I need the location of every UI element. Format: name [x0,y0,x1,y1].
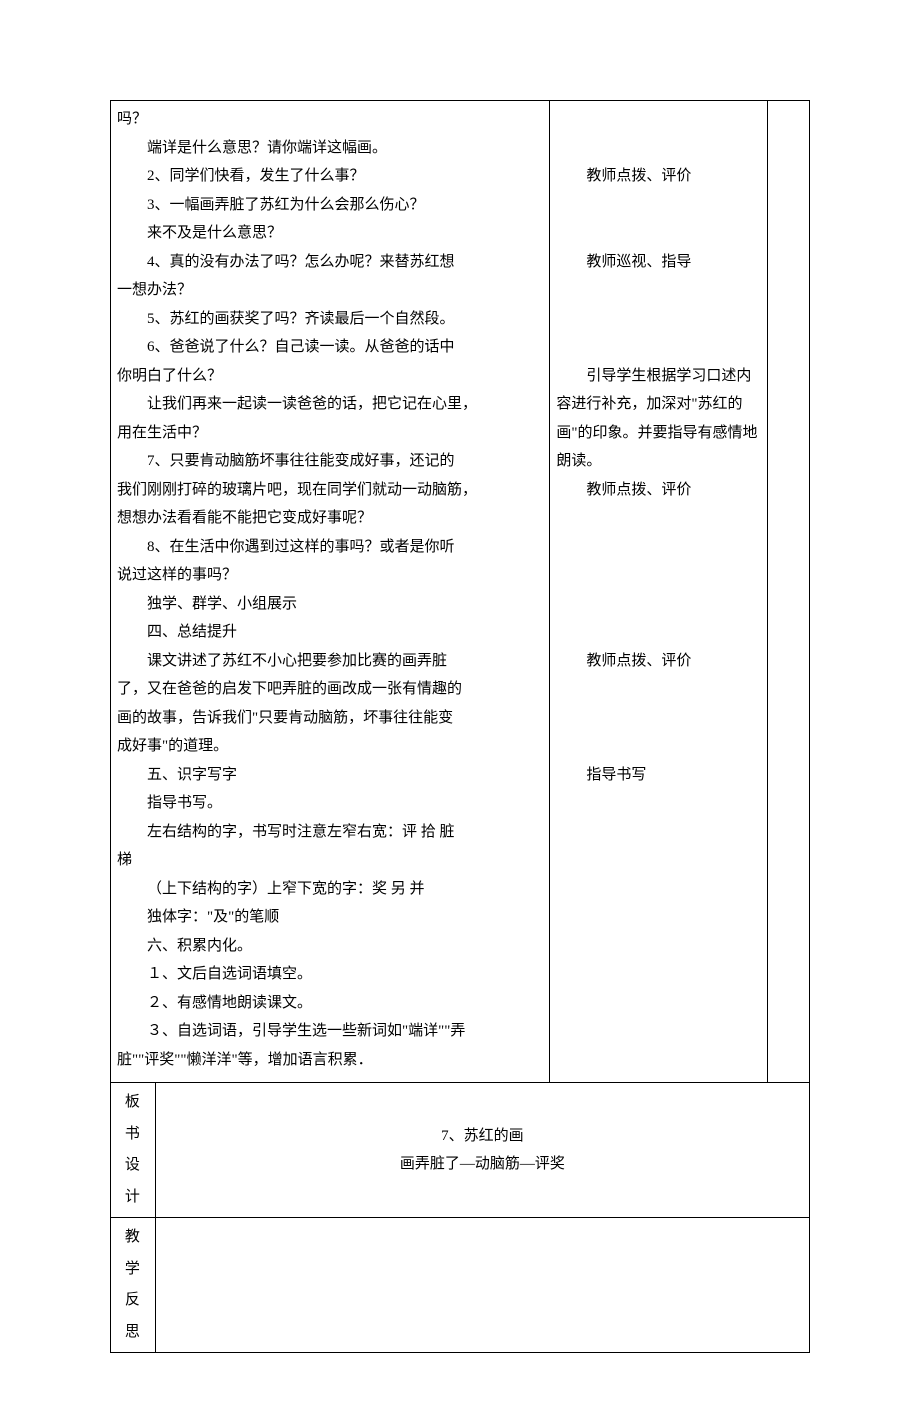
lesson-line: 2、同学们快看，发生了什么事？ [117,162,543,191]
spacer [556,191,761,248]
teacher-note: 指导书写 [556,761,761,790]
lesson-line: 独体字："及"的笔顺 [117,903,543,932]
page: 吗？端详是什么意思？请你端详这幅画。2、同学们快看，发生了什么事？3、一幅画弄脏… [0,0,920,1413]
lesson-line: 独学、群学、小组展示 [117,590,543,619]
lesson-line: 左右结构的字，书写时注意左窄右宽：评 拾 脏 [117,818,543,847]
lesson-line: 我们刚刚打碎的玻璃片吧，现在同学们就动一动脑筋， [117,476,543,505]
lesson-row: 吗？端详是什么意思？请你端详这幅画。2、同学们快看，发生了什么事？3、一幅画弄脏… [111,101,810,1083]
vlabel-char: 学 [117,1254,149,1286]
lesson-line: 7、只要肯动脑筋坏事往往能变成好事，还记的 [117,447,543,476]
teacher-note: 教师点拨、评价 [556,162,761,191]
lesson-table: 吗？端详是什么意思？请你端详这幅画。2、同学们快看，发生了什么事？3、一幅画弄脏… [110,100,810,1353]
spacer [556,504,761,647]
vlabel-char: 书 [117,1119,149,1151]
vlabel-char: 反 [117,1285,149,1317]
lesson-line: 用在生活中？ [117,419,543,448]
lesson-line: 来不及是什么意思？ [117,219,543,248]
lesson-line: 六、积累内化。 [117,932,543,961]
lesson-line: 端详是什么意思？请你端详这幅画。 [117,134,543,163]
teacher-note: 教师巡视、指导 [556,248,761,277]
lesson-line: 了，又在爸爸的启发下吧弄脏的画改成一张有情趣的 [117,675,543,704]
lesson-line: （上下结构的字）上窄下宽的字：奖 另 并 [117,875,543,904]
board-content-cell: 7、苏红的画 画弄脏了—动脑筋—评奖 [155,1083,809,1218]
teacher-note: 教师点拨、评价 [556,647,761,676]
lesson-line: 画的故事，告诉我们"只要肯动脑筋，坏事往往能变 [117,704,543,733]
spacer [556,276,761,362]
lesson-line: 4、真的没有办法了吗？怎么办呢？来替苏红想 [117,248,543,277]
lesson-line: 成好事"的道理。 [117,732,543,761]
vlabel-char: 思 [117,1317,149,1349]
lesson-line: 吗？ [117,105,543,134]
lesson-line: 8、在生活中你遇到过这样的事吗？或者是你听 [117,533,543,562]
lesson-line: 一想办法？ [117,276,543,305]
spacer [556,105,761,162]
lesson-line: 想想办法看看能不能把它变成好事呢？ [117,504,543,533]
vlabel-char: 教 [117,1222,149,1254]
lesson-line: 3、一幅画弄脏了苏红为什么会那么伤心？ [117,191,543,220]
vlabel-char: 计 [117,1182,149,1214]
lesson-line: 梯 [117,846,543,875]
board-line: 画弄脏了—动脑筋—评奖 [162,1150,803,1179]
lesson-line: 四、总结提升 [117,618,543,647]
lesson-line: １、文后自选词语填空。 [117,960,543,989]
vlabel-char: 板 [117,1087,149,1119]
teacher-note: 引导学生根据学习口述内容进行补充，加深对"苏红的画"的印象。并要指导有感情地朗读… [556,362,761,476]
lesson-line: 五、识字写字 [117,761,543,790]
lesson-left-cell: 吗？端详是什么意思？请你端详这幅画。2、同学们快看，发生了什么事？3、一幅画弄脏… [111,101,550,1083]
spacer [556,675,761,761]
lesson-far-right-cell [768,101,810,1083]
board-title: 7、苏红的画 [162,1122,803,1151]
lesson-line: ２、有感情地朗读课文。 [117,989,543,1018]
lesson-line: 指导书写。 [117,789,543,818]
lesson-line: ３、自选词语，引导学生选一些新词如"端详""弄 [117,1017,543,1046]
teacher-note: 教师点拨、评价 [556,476,761,505]
reflection-content-cell [155,1218,809,1353]
lesson-line: 让我们再来一起读一读爸爸的话，把它记在心里， [117,390,543,419]
lesson-line: 脏""评奖""懒洋洋"等，增加语言积累． [117,1046,543,1075]
lesson-line: 6、爸爸说了什么？自己读一读。从爸爸的话中 [117,333,543,362]
reflection-label-cell: 教学反思 [111,1218,156,1353]
vlabel-char: 设 [117,1150,149,1182]
lesson-line: 你明白了什么？ [117,362,543,391]
lesson-right-cell: 教师点拨、评价教师巡视、指导引导学生根据学习口述内容进行补充，加深对"苏红的画"… [550,101,768,1083]
lesson-line: 说过这样的事吗？ [117,561,543,590]
board-label-cell: 板书设计 [111,1083,156,1218]
lesson-line: 5、苏红的画获奖了吗？齐读最后一个自然段。 [117,305,543,334]
lesson-line: 课文讲述了苏红不小心把要参加比赛的画弄脏 [117,647,543,676]
reflection-row: 教学反思 [111,1218,810,1353]
board-row: 板书设计 7、苏红的画 画弄脏了—动脑筋—评奖 [111,1083,810,1218]
